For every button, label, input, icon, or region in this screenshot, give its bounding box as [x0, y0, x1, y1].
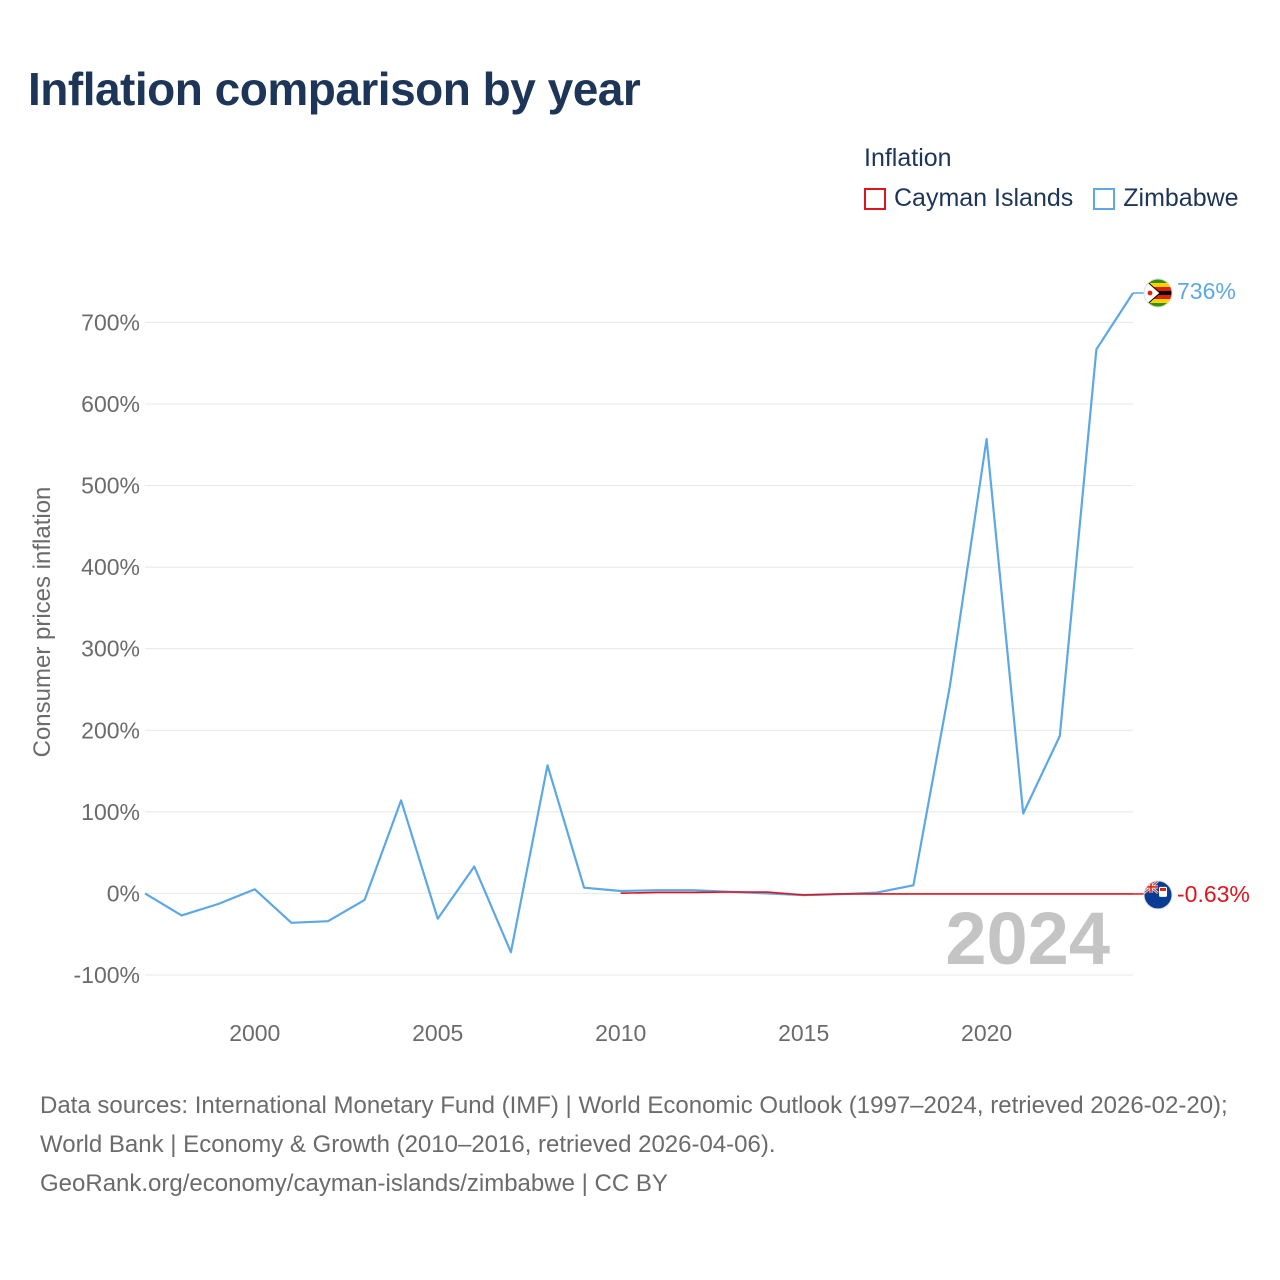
- legend-item-zimbabwe[interactable]: Zimbabwe: [1093, 184, 1239, 213]
- y-tick-label: 200%: [81, 717, 140, 743]
- x-tick-label: 2015: [778, 1020, 829, 1046]
- legend: Cayman Islands Zimbabwe: [864, 184, 1239, 213]
- end-label-zimbabwe: 736%: [1177, 278, 1236, 304]
- series-line-zimbabwe: [144, 292, 1134, 954]
- y-tick-label: 600%: [81, 391, 140, 417]
- x-tick-label: 2000: [229, 1020, 280, 1046]
- cayman-islands-flag-icon: [1143, 880, 1173, 910]
- legend-item-cayman-islands[interactable]: Cayman Islands: [864, 184, 1073, 213]
- footer: Data sources: International Monetary Fun…: [40, 1086, 1250, 1203]
- page-title: Inflation comparison by year: [28, 63, 641, 115]
- year-watermark: 2024: [945, 897, 1110, 980]
- legend-swatch-cayman-islands: [864, 187, 886, 210]
- legend-title: Inflation: [864, 144, 952, 172]
- end-label-cayman-islands: -0.63%: [1177, 881, 1250, 907]
- y-axis-label: Consumer prices inflation: [29, 487, 56, 758]
- zimbabwe-flag-icon: [1143, 278, 1173, 308]
- y-tick-label: 300%: [81, 636, 140, 662]
- y-tick-label: 100%: [81, 799, 140, 825]
- y-tick-label: 700%: [81, 309, 140, 335]
- y-tick-label: 500%: [81, 473, 140, 499]
- x-tick-label: 2020: [961, 1020, 1012, 1046]
- y-tick-label: 0%: [107, 880, 140, 906]
- legend-label-zimbabwe: Zimbabwe: [1123, 184, 1239, 212]
- y-tick-label: -100%: [74, 962, 140, 988]
- x-tick-label: 2010: [595, 1020, 646, 1046]
- series-line-cayman-islands: [620, 891, 1133, 896]
- data-sources-text: Data sources: International Monetary Fun…: [40, 1092, 1228, 1158]
- x-tick-label: 2005: [412, 1020, 463, 1046]
- y-tick-label: 400%: [81, 554, 140, 580]
- line-chart: -100% 0% 100% 200% 300% 400% 500% 600% 700% 2000 2…: [29, 278, 1250, 1046]
- legend-label-cayman-islands: Cayman Islands: [894, 184, 1074, 212]
- legend-swatch-zimbabwe: [1093, 187, 1116, 210]
- source-link[interactable]: GeoRank.org/economy/cayman-islands/zimba…: [40, 1170, 668, 1197]
